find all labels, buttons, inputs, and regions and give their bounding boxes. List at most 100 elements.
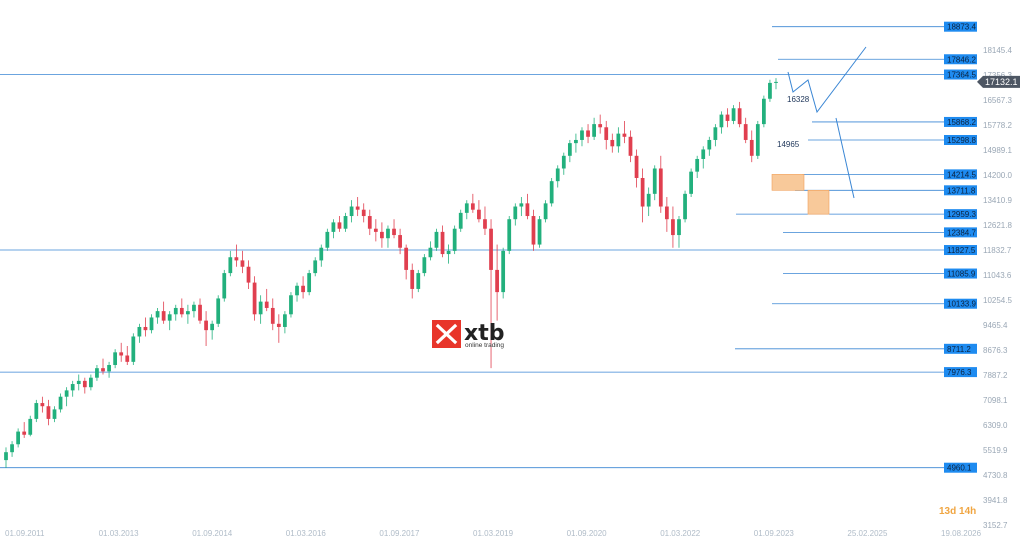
- candle-body: [70, 384, 75, 391]
- x-tick-label: 19.08.2026: [941, 529, 982, 538]
- candle-body: [228, 257, 233, 274]
- candle-body: [149, 317, 154, 331]
- y-tick-label: 14200.0: [983, 171, 1012, 180]
- candle-body: [34, 403, 39, 419]
- candle-body: [646, 193, 651, 207]
- y-tick-label: 9465.4: [983, 321, 1008, 330]
- candle-body: [452, 228, 457, 251]
- level-label-bg: [944, 298, 977, 309]
- y-tick-label: 10254.5: [983, 296, 1012, 305]
- y-tick-label: 11832.7: [983, 246, 1012, 255]
- candle-body: [695, 158, 700, 172]
- projection-lines: [787, 46, 867, 199]
- candle-body: [677, 219, 681, 236]
- candle-body: [428, 247, 433, 258]
- candle-body: [392, 228, 396, 236]
- y-axis: 3152.7 3941.8 4730.8 5519.9 6309.0 7098.1 7887…: [983, 46, 1012, 530]
- y-tick-label: 4730.8: [983, 471, 1008, 480]
- x-tick-label: 25.02.2025: [847, 529, 888, 538]
- candle-body: [4, 452, 8, 461]
- candle-body: [701, 149, 706, 159]
- candle-body: [640, 177, 645, 207]
- level-label: 7976.3: [947, 368, 972, 377]
- y-tick-label: 14989.1: [983, 146, 1012, 155]
- level-label: 10133.9: [947, 300, 976, 309]
- level-label-bg: [944, 462, 977, 473]
- candle-body: [707, 139, 712, 150]
- candle-body: [422, 257, 427, 274]
- projection-path: [787, 46, 867, 114]
- candle-body: [774, 81, 778, 83]
- candle-body: [658, 168, 663, 207]
- candle-body: [337, 222, 342, 229]
- candle-body: [58, 396, 63, 410]
- y-tick-label: 3152.7: [983, 521, 1008, 530]
- candle-body: [561, 155, 566, 169]
- candle-body: [549, 181, 554, 204]
- candle-body: [246, 266, 251, 283]
- candle-body: [719, 114, 724, 128]
- candle-body: [76, 380, 81, 385]
- supply-zone: [807, 190, 830, 215]
- candle-body: [131, 336, 136, 362]
- candle-body: [768, 82, 772, 99]
- zones: [771, 174, 830, 215]
- candle-body: [270, 307, 275, 324]
- candle-body: [737, 108, 742, 125]
- candle-body: [40, 403, 45, 407]
- level-label: 12959.3: [947, 210, 976, 219]
- candle-body: [416, 273, 421, 289]
- candle-body: [489, 228, 493, 270]
- candle-body: [373, 228, 378, 232]
- candle-body: [155, 311, 160, 318]
- annotation-label: 14965: [777, 140, 800, 149]
- candle-body: [464, 203, 469, 213]
- candle-body: [731, 108, 736, 121]
- candle-body: [319, 247, 324, 261]
- candle-body: [501, 250, 506, 293]
- y-tick-label: 3941.8: [983, 496, 1008, 505]
- candle-body: [404, 247, 409, 270]
- x-tick-label: 01.09.2014: [192, 529, 233, 538]
- level-label: 4960.1: [947, 464, 972, 473]
- candle-body: [16, 431, 21, 445]
- y-tick-label: 13410.9: [983, 196, 1012, 205]
- y-tick-label: 11043.6: [983, 271, 1012, 280]
- candle-body: [325, 231, 330, 248]
- candle-body: [252, 282, 257, 315]
- candle-body: [434, 231, 439, 248]
- candle-body: [204, 320, 208, 331]
- candle-body: [10, 444, 14, 453]
- x-tick-label: 01.09.2017: [379, 529, 420, 538]
- level-label: 14214.5: [947, 170, 976, 179]
- candles: [4, 78, 778, 469]
- candle-body: [410, 269, 415, 289]
- current-price-marker: 17132.1: [977, 75, 1020, 88]
- level-label: 15868.2: [947, 118, 976, 127]
- level-label: 18873.4: [947, 23, 976, 32]
- candle-body: [671, 219, 675, 236]
- annotation-14965: 14965: [777, 140, 800, 149]
- x-tick-label: 01.03.2019: [473, 529, 514, 538]
- candle-body: [380, 231, 384, 239]
- candle-body: [222, 273, 227, 299]
- candle-body: [107, 365, 111, 372]
- candle-body: [574, 139, 578, 144]
- current-price-label: 17132.1: [985, 77, 1018, 87]
- candle-body: [210, 323, 215, 331]
- candle-body: [531, 216, 536, 245]
- candle-body: [173, 307, 178, 315]
- candle-body: [240, 260, 245, 267]
- level-label: 13711.8: [947, 186, 976, 195]
- candle-body: [483, 219, 487, 229]
- y-tick-label: 6309.0: [983, 421, 1008, 430]
- candle-body: [331, 222, 336, 232]
- candle-body: [161, 311, 166, 321]
- level-label-bg: [944, 116, 977, 127]
- candle-body: [525, 203, 530, 217]
- x-tick-label: 01.09.2023: [754, 529, 795, 538]
- candle-body: [64, 390, 69, 397]
- level-label-bg: [944, 209, 977, 220]
- candle-body: [755, 124, 760, 156]
